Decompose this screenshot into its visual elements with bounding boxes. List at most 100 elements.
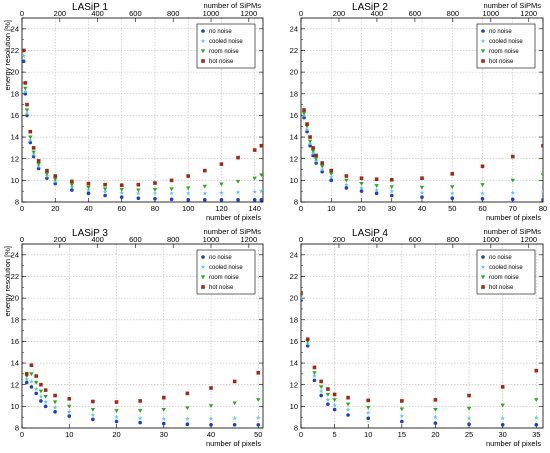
- x-tick-label: 50: [254, 430, 262, 439]
- data-point: [534, 398, 539, 403]
- legend-label: room noise: [209, 49, 239, 55]
- x2-tick-label: 600: [129, 235, 142, 244]
- data-point: [52, 400, 58, 405]
- data-point: [53, 174, 58, 178]
- data-point: [374, 191, 379, 196]
- data-point: [252, 148, 257, 152]
- data-point: [29, 385, 34, 389]
- data-point: [449, 190, 455, 196]
- legend-marker: [481, 285, 485, 289]
- y-tick-label: 16: [11, 337, 19, 346]
- data-point: [389, 188, 395, 194]
- data-point: [34, 391, 38, 396]
- x2-axis-title: number of SiPMs: [203, 227, 261, 236]
- data-point: [480, 196, 485, 201]
- data-point: [255, 415, 261, 420]
- data-point: [208, 404, 214, 409]
- legend-label: no noise: [209, 255, 232, 261]
- data-point: [36, 162, 41, 167]
- x2-axis-title: number of SiPMs: [203, 1, 261, 10]
- x-tick-label: 15: [398, 430, 406, 439]
- legend-label: cooled noise: [489, 39, 523, 45]
- y-tick-label: 8: [15, 198, 19, 207]
- x2-tick-label: 200: [333, 9, 346, 18]
- data-points: [24, 363, 261, 427]
- x2-tick-label: 400: [91, 235, 104, 244]
- data-point: [219, 198, 224, 202]
- data-point: [312, 373, 317, 378]
- data-point: [185, 391, 190, 396]
- x2-tick-label: 200: [54, 235, 67, 244]
- y-tick-label: 18: [11, 315, 19, 324]
- data-point: [344, 182, 349, 187]
- y-tick-label: 10: [11, 176, 19, 185]
- data-point: [366, 398, 371, 403]
- data-point: [232, 415, 237, 421]
- y-tick-label: 14: [290, 133, 298, 142]
- data-point: [319, 164, 325, 169]
- data-point: [208, 416, 214, 421]
- legend-box: [196, 249, 256, 295]
- legend-marker: [201, 285, 205, 289]
- legend-label: hot noise: [489, 285, 514, 291]
- data-point: [534, 422, 539, 427]
- data-point: [28, 129, 33, 134]
- y-tick-label: 14: [290, 359, 298, 368]
- series-no-noise: [301, 298, 539, 427]
- data-point: [90, 408, 96, 412]
- y-tick-label: 24: [290, 24, 298, 33]
- data-point: [114, 400, 119, 404]
- legend-marker: [481, 255, 485, 259]
- x-axis-title: number of pixels: [206, 439, 261, 448]
- x-tick-label: 30: [160, 430, 168, 439]
- legend: no noise cooled noise room noise hot noise: [196, 249, 256, 295]
- data-point: [24, 380, 29, 385]
- data-point: [202, 184, 208, 189]
- data-point: [114, 414, 119, 420]
- x2-tick-label: 400: [91, 9, 104, 18]
- x-tick-label: 10: [327, 204, 335, 213]
- data-point: [399, 407, 405, 412]
- legend-label: no noise: [209, 29, 232, 35]
- data-point: [33, 386, 39, 391]
- x-tick-label: 0: [20, 204, 24, 213]
- data-point: [161, 395, 166, 400]
- series-hot-noise: [302, 108, 543, 182]
- series-room-noise: [24, 372, 261, 413]
- x-tick-label: 20: [112, 430, 120, 439]
- data-point: [510, 197, 515, 202]
- x2-tick-label: 600: [129, 9, 142, 18]
- data-point: [169, 197, 174, 202]
- data-point: [119, 187, 124, 192]
- legend-box: [476, 23, 536, 69]
- data-point: [24, 110, 30, 116]
- legend-marker: [480, 264, 486, 269]
- data-point: [344, 178, 349, 183]
- data-point: [541, 198, 543, 202]
- x2-tick-label: 800: [167, 235, 180, 244]
- data-point: [252, 198, 257, 202]
- data-point: [450, 185, 455, 190]
- y-axis-title: energy resolution [%]: [3, 20, 12, 90]
- y-tick-label: 18: [11, 89, 19, 98]
- x-tick-label: 25: [465, 430, 473, 439]
- series-no-noise: [24, 380, 261, 427]
- data-point: [28, 137, 33, 143]
- legend-label: room noise: [209, 275, 239, 281]
- x-tick-label: 80: [151, 204, 159, 213]
- y-tick-label: 18: [290, 315, 298, 324]
- data-point: [23, 89, 28, 94]
- y-tick-label: 20: [11, 68, 19, 77]
- data-point: [419, 185, 425, 190]
- x-tick-label: 5: [333, 430, 337, 439]
- data-point: [219, 190, 224, 195]
- legend-marker: [201, 59, 205, 63]
- data-point: [209, 422, 213, 427]
- data-point: [119, 190, 125, 195]
- data-point: [43, 388, 48, 392]
- data-points: [22, 48, 263, 202]
- data-point: [450, 196, 455, 201]
- x-tick-label: 0: [299, 204, 303, 213]
- y-tick-label: 20: [11, 294, 19, 303]
- data-point: [86, 181, 91, 186]
